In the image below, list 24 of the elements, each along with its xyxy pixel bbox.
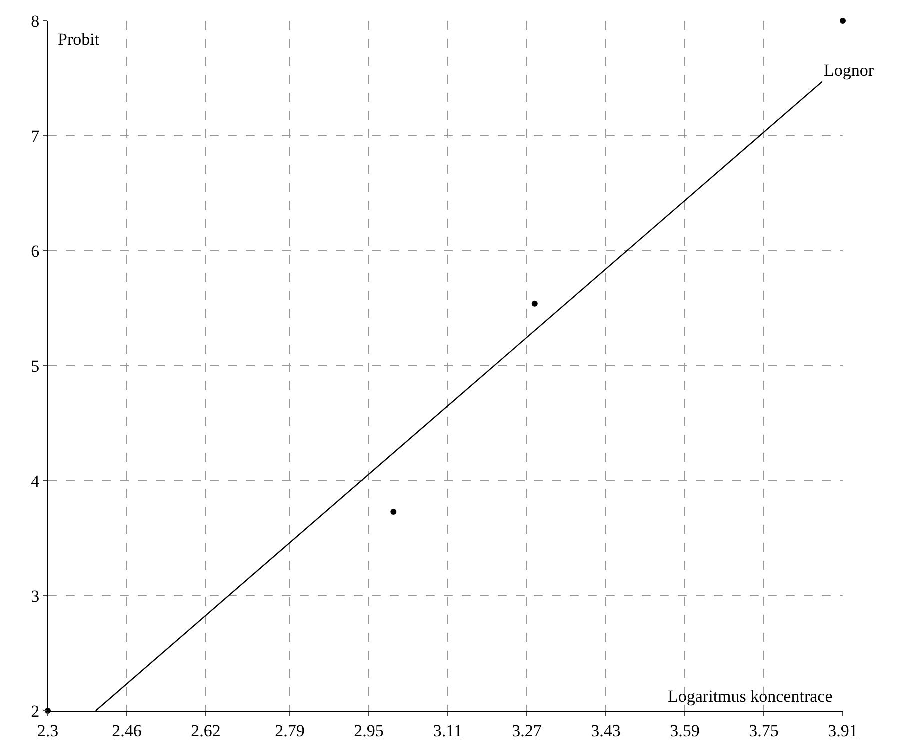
x-tick-label: 2.46 xyxy=(112,721,142,740)
point xyxy=(532,300,538,307)
y-tick-label: 5 xyxy=(31,356,40,376)
x-tick-label: 3.27 xyxy=(512,721,542,740)
y-tick-label: 2 xyxy=(31,702,40,721)
x-tick-label: 3.59 xyxy=(670,721,700,740)
x-tick-label: 2.95 xyxy=(354,721,384,740)
x-tick-label: 3.75 xyxy=(749,721,779,740)
x-tick-label: 3.11 xyxy=(433,721,463,740)
x-tick-label: 3.91 xyxy=(828,721,858,740)
y-tick-label: 3 xyxy=(31,586,40,606)
point xyxy=(840,18,846,24)
x-tick-label: 3.43 xyxy=(591,721,621,740)
y-tick-label: 7 xyxy=(31,126,40,146)
x-tick-label: 2.62 xyxy=(191,721,221,740)
y-tick-label: 4 xyxy=(31,472,40,491)
x-axis-title: Logaritmus koncentrace xyxy=(668,687,833,706)
series-label: Lognor xyxy=(824,61,874,80)
y-tick-label: 8 xyxy=(31,12,40,31)
x-tick-label: 2.3 xyxy=(37,721,59,740)
point xyxy=(390,509,397,516)
x-tick-label: 2.79 xyxy=(275,721,305,740)
y-tick-label: 6 xyxy=(31,242,40,261)
y-axis-title: Probit xyxy=(58,30,100,49)
